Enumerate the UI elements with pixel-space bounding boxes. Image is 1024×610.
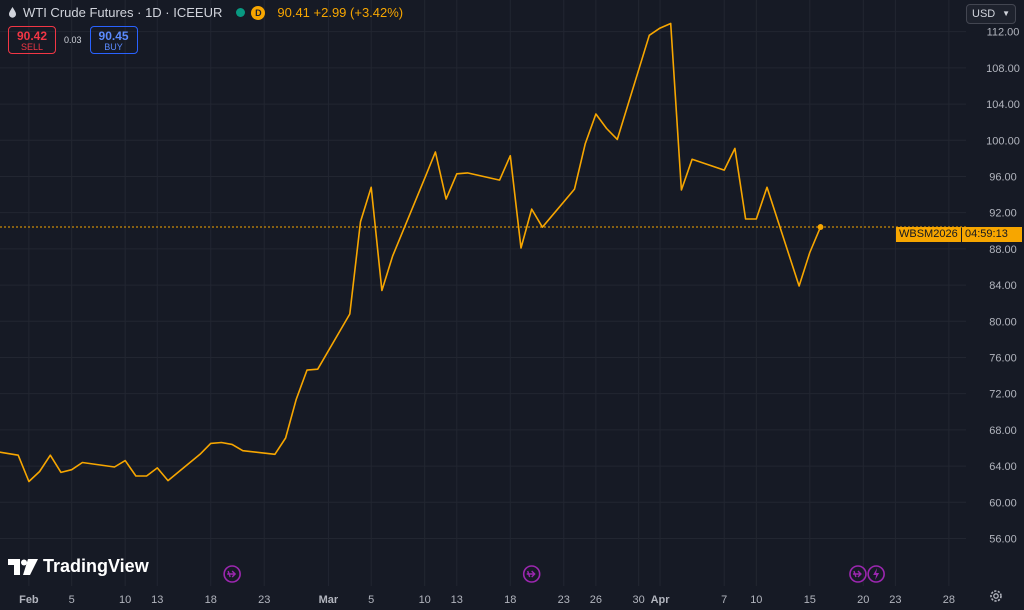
x-axis: Feb 5 10 13 18 23 Mar 5 10 13 18 23 26 30 Apr 7 10 15 20 23… — [19, 594, 955, 606]
currency-value: USD — [972, 8, 996, 20]
chart-header: WTI Crude Futures · 1D · ICEEUR D 90.41 … — [8, 5, 403, 20]
countdown-tag: 04:59:13 — [962, 227, 1022, 242]
y-tick-label: 80.00 — [989, 316, 1017, 328]
split-event-icon[interactable] — [849, 565, 867, 583]
x-tick-label: 5 — [368, 594, 374, 606]
gear-icon[interactable] — [989, 589, 1003, 603]
y-tick-label: 60.00 — [989, 497, 1017, 509]
lightning-glyph — [873, 568, 880, 580]
x-tick-label: 18 — [205, 594, 217, 606]
symbol-price-tag: WBSM2026 — [896, 227, 961, 242]
last-point-marker — [817, 224, 824, 231]
x-tick-label: 23 — [258, 594, 270, 606]
split-glyph — [227, 570, 237, 578]
y-tick-label: 68.00 — [989, 425, 1017, 437]
grid — [0, 0, 966, 586]
y-tick-label: 92.00 — [989, 208, 1017, 220]
market-open-indicator — [236, 8, 246, 17]
x-tick-label: 10 — [419, 594, 431, 606]
currency-select[interactable]: USD ▼ — [966, 4, 1016, 24]
y-tick-label: 84.00 — [989, 280, 1017, 292]
x-tick-label: 23 — [558, 594, 570, 606]
x-tick-label: 15 — [804, 594, 816, 606]
x-tick-label: Apr — [651, 594, 671, 606]
y-tick-label: 112.00 — [987, 27, 1020, 39]
x-tick-label: 10 — [119, 594, 131, 606]
y-tick-label: 96.00 — [989, 171, 1017, 183]
x-tick-label: 10 — [750, 594, 762, 606]
x-tick-label: Mar — [319, 594, 339, 606]
x-tick-label: 18 — [504, 594, 516, 606]
y-tick-label: 88.00 — [989, 244, 1017, 256]
buy-label: BUY — [104, 41, 123, 52]
x-tick-label: 28 — [943, 594, 955, 606]
price-series-line — [0, 22, 822, 483]
y-tick-label: 64.00 — [989, 461, 1017, 473]
x-tick-label: 13 — [151, 594, 163, 606]
split-glyph — [526, 570, 536, 578]
sell-price: 90.42 — [16, 29, 48, 43]
chevron-down-icon: ▼ — [1002, 9, 1010, 18]
trade-panel: 90.42 SELL 0.03 90.45 BUY — [8, 26, 138, 54]
tradingview-logo[interactable]: TradingView — [8, 556, 149, 577]
x-tick-label: 20 — [857, 594, 869, 606]
y-tick-label: 108.00 — [986, 63, 1020, 75]
tradingview-logo-icon — [8, 558, 38, 575]
x-tick-label: 7 — [721, 594, 727, 606]
brand-name: TradingView — [43, 556, 149, 576]
split-event-icon[interactable] — [223, 565, 241, 583]
sell-label: SELL — [20, 41, 44, 52]
x-tick-label: Feb — [19, 594, 39, 606]
buy-button[interactable]: 90.45 BUY — [89, 26, 138, 54]
y-tick-label: 100.00 — [986, 135, 1020, 147]
interval-badge: D — [251, 5, 266, 20]
y-tick-label: 56.00 — [989, 533, 1017, 545]
x-tick-label: 13 — [451, 594, 463, 606]
drop-icon — [9, 7, 16, 18]
y-axis: 112.00 108.00 104.00 100.00 96.00 92.00 88.00 8… — [986, 27, 1020, 546]
buy-price: 90.45 — [98, 29, 129, 43]
x-tick-label: 26 — [590, 594, 602, 606]
symbol-title[interactable]: WTI Crude Futures · 1D · ICEEUR — [23, 5, 223, 20]
x-tick-label: 23 — [889, 594, 901, 606]
y-tick-label: 104.00 — [986, 99, 1020, 111]
y-tick-label: 72.00 — [989, 389, 1017, 401]
dividend-flash-icon[interactable] — [867, 565, 885, 583]
y-tick-label: 76.00 — [989, 352, 1017, 364]
sell-button[interactable]: 90.42 SELL — [8, 26, 56, 54]
split-glyph — [852, 570, 862, 578]
x-tick-label: 30 — [633, 594, 645, 606]
x-tick-label: 5 — [69, 594, 75, 606]
series-group — [0, 22, 824, 483]
split-event-icon[interactable] — [522, 565, 541, 583]
last-price-change: 90.41 +2.99 (+3.42%) — [277, 5, 404, 20]
spread-value: 0.03 — [64, 35, 82, 45]
event-markers — [223, 565, 885, 583]
